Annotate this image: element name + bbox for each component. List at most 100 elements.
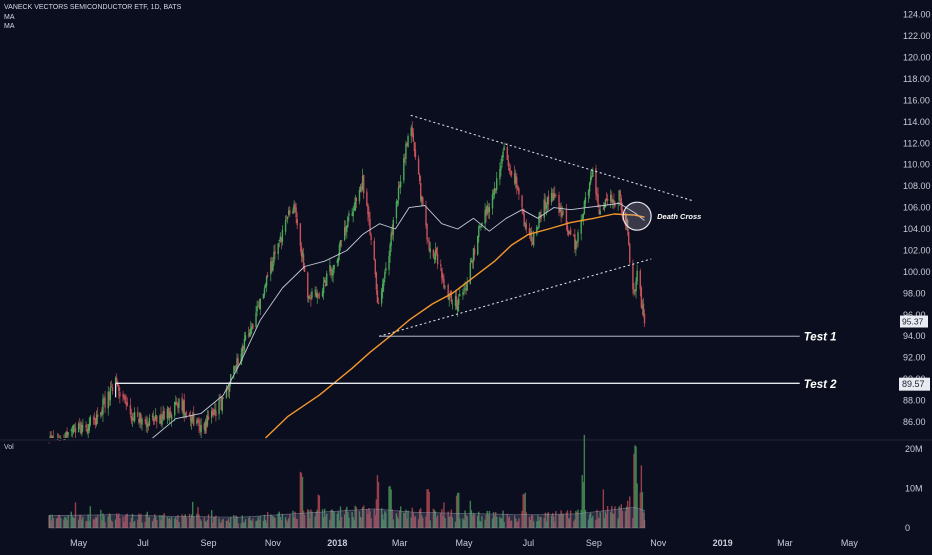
volume-bar	[271, 515, 273, 528]
candle-body	[544, 201, 546, 210]
volume-bar	[237, 523, 239, 528]
candle-body	[278, 240, 280, 242]
candle-body	[205, 420, 208, 428]
candle-body	[51, 436, 53, 438]
candle-body	[308, 296, 310, 299]
candle-body	[295, 207, 297, 218]
price-tick-label: 102.00	[903, 245, 931, 255]
volume-bar	[459, 518, 461, 528]
volume-bar	[344, 514, 346, 528]
volume-bar	[473, 514, 476, 528]
candle-body	[641, 305, 644, 309]
candle-body	[626, 219, 629, 231]
volume-bar	[88, 521, 90, 528]
candle-body	[87, 429, 89, 434]
volume-bar	[124, 515, 126, 528]
candle-body	[518, 188, 520, 195]
volume-bar	[308, 510, 310, 528]
candle-body	[63, 439, 65, 441]
volume-bar	[141, 522, 143, 528]
volume-bar	[383, 519, 385, 528]
candle-body	[74, 427, 77, 433]
candle-body	[167, 407, 170, 418]
candle-body	[323, 279, 326, 283]
volume-bar	[270, 514, 272, 528]
volume-bar	[256, 520, 258, 528]
volume-bar	[307, 509, 309, 528]
candle-body	[603, 205, 606, 209]
volume-bar	[280, 520, 283, 528]
volume-bar	[92, 519, 95, 528]
volume-bar	[126, 513, 128, 528]
ma-label-2: MA	[4, 23, 15, 30]
volume-bar	[384, 511, 386, 528]
volume-bar	[122, 516, 124, 528]
candle-body	[71, 430, 74, 432]
volume-bar	[272, 516, 274, 528]
volume-bar	[67, 515, 69, 528]
candle-body	[463, 290, 465, 292]
volume-bar	[403, 512, 405, 528]
volume-bar	[513, 515, 516, 528]
death-cross-marker	[622, 201, 652, 231]
candle-body	[434, 250, 437, 260]
volume-bar	[592, 515, 594, 528]
volume-bar	[477, 515, 479, 528]
volume-bar	[226, 520, 229, 528]
volume-bar	[458, 492, 460, 528]
candle-body	[545, 204, 548, 209]
candle-body	[257, 306, 259, 308]
candle-body	[316, 292, 318, 298]
volume-bar	[303, 514, 306, 528]
volume-bar	[145, 514, 147, 528]
candle-body	[413, 142, 416, 152]
candle-body	[309, 295, 311, 296]
volume-bar	[576, 511, 578, 528]
candle-body	[163, 410, 165, 420]
volume-bar	[167, 519, 170, 528]
volume-bar	[325, 516, 327, 528]
volume-bar	[159, 515, 161, 528]
volume-bar	[177, 515, 179, 528]
volume-bar	[507, 517, 510, 528]
candle-body	[293, 204, 295, 213]
candle-body	[442, 275, 444, 281]
volume-bar	[376, 475, 379, 528]
time-axis-label: Sep	[586, 538, 602, 548]
volume-bar	[559, 514, 561, 528]
candle-body	[501, 155, 503, 164]
volume-bar	[352, 517, 354, 528]
volume-bar	[294, 511, 296, 528]
candle-body	[332, 268, 334, 276]
volume-bar	[442, 515, 444, 528]
volume-bar	[354, 505, 356, 528]
candle-body	[242, 345, 245, 349]
candle-body	[346, 225, 348, 233]
volume-bar	[315, 511, 317, 528]
candle-body	[49, 436, 51, 438]
candle-body	[225, 388, 228, 398]
candle-body	[509, 170, 512, 172]
price-tick-label: 120.00	[903, 53, 931, 63]
volume-bar	[421, 515, 423, 528]
candle-body	[366, 191, 368, 206]
volume-bar	[390, 489, 392, 528]
volume-bar	[555, 511, 557, 528]
volume-bar	[614, 506, 616, 528]
time-axis-label: Jul	[523, 538, 535, 548]
volume-bar	[591, 518, 593, 528]
time-axis-label: 2019	[713, 538, 733, 548]
candle-body	[592, 169, 594, 177]
support-label-1: Test 1	[804, 332, 837, 344]
volume-bar	[281, 513, 284, 528]
volume-bar	[340, 516, 343, 528]
volume-bar	[161, 515, 163, 528]
volume-bar	[125, 514, 127, 528]
volume-bar	[93, 519, 96, 528]
volume-bar	[397, 519, 400, 528]
volume-bar	[595, 519, 597, 528]
volume-bar	[80, 515, 82, 528]
volume-bar	[182, 516, 184, 528]
